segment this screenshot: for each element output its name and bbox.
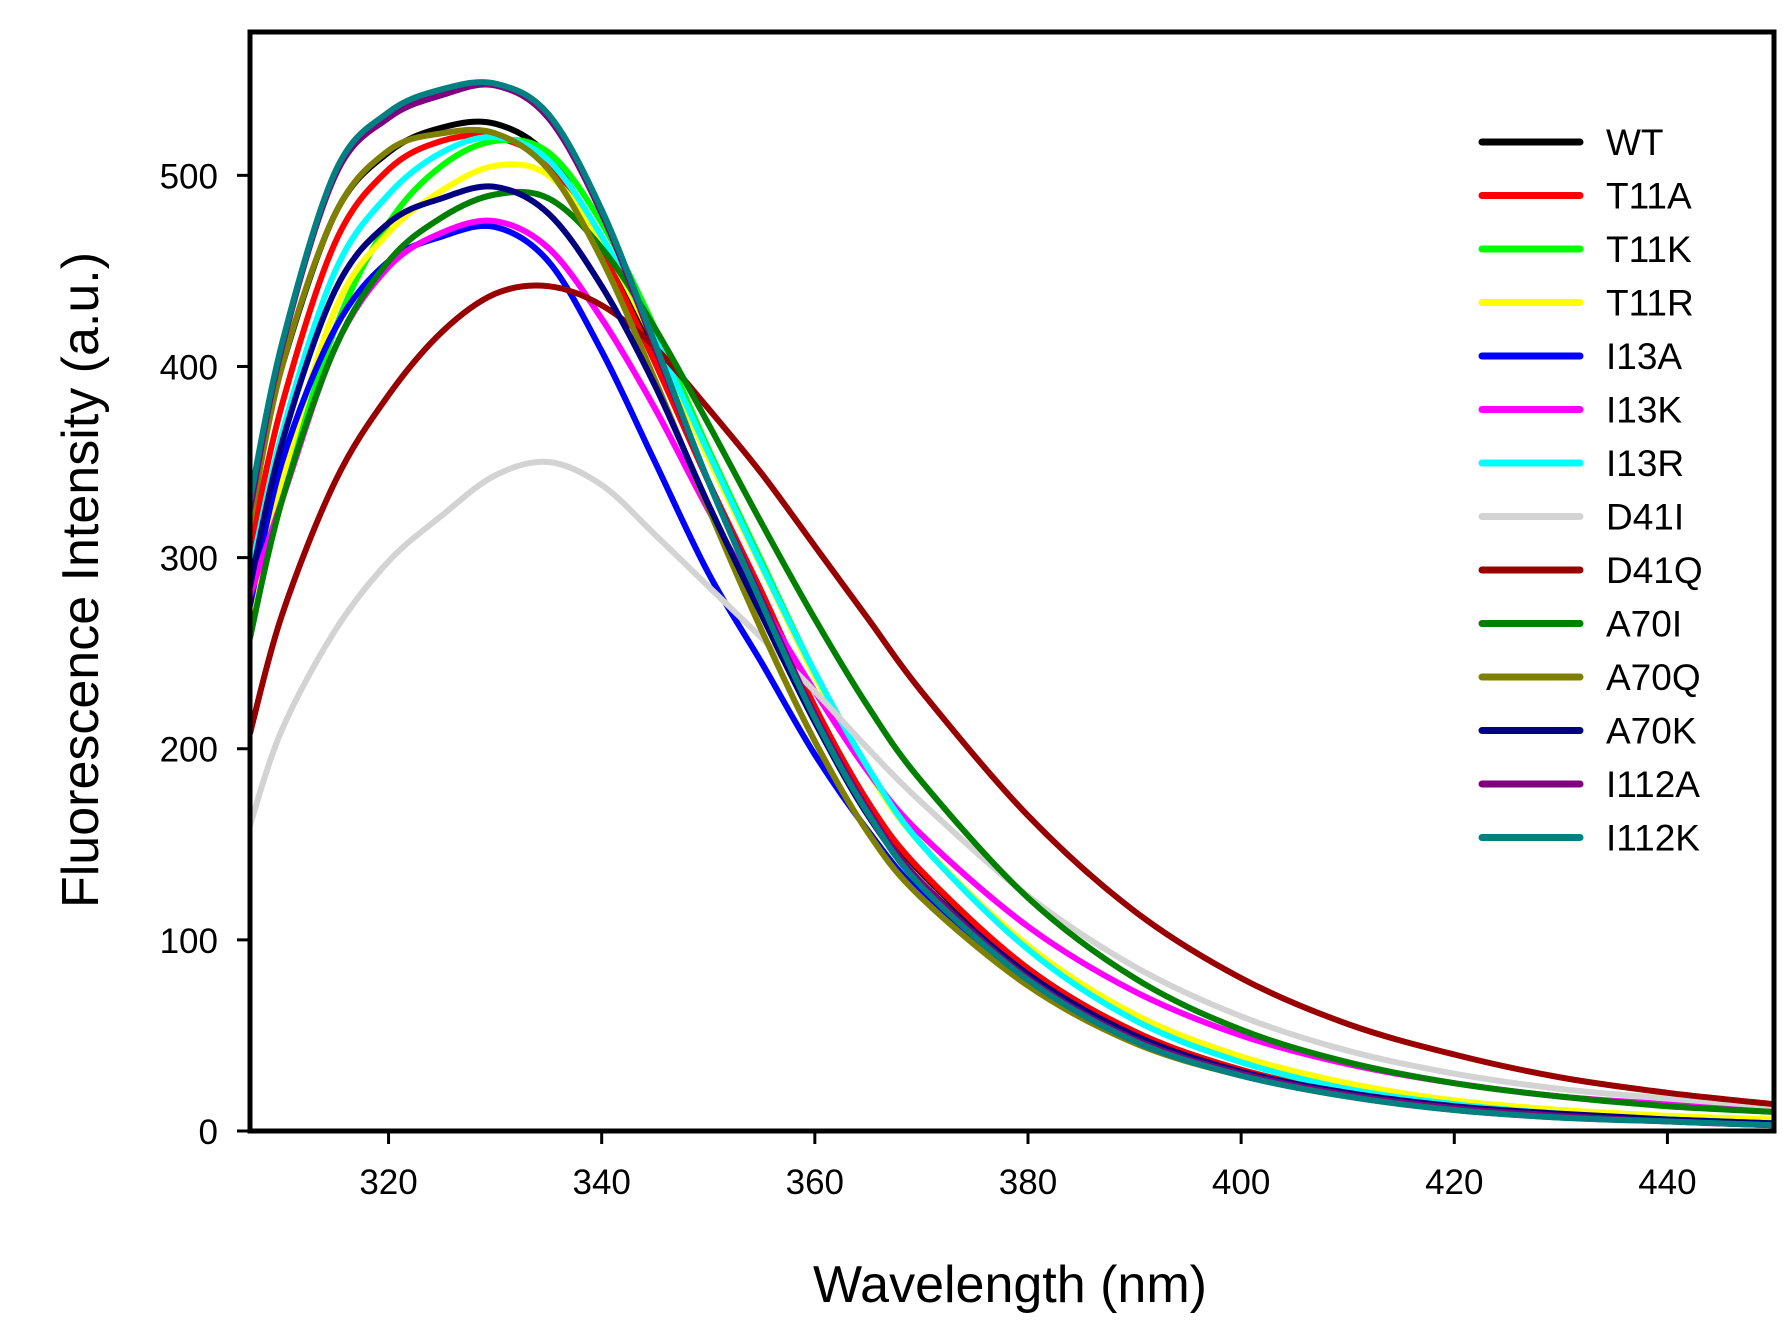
y-tick-label: 400 <box>160 348 218 387</box>
x-axis-title: Wavelength (nm) <box>813 1256 1207 1314</box>
legend-label-t11k: T11K <box>1606 229 1692 270</box>
y-axis-ticks: 0 100 200 300 400 500 <box>160 157 250 1152</box>
series-line-d41q <box>250 282 1774 1108</box>
x-tick-label: 380 <box>999 1163 1057 1202</box>
series-line-i112k <box>250 79 1774 1129</box>
y-tick-label: 0 <box>199 1113 218 1152</box>
legend-label-wt: WT <box>1606 122 1664 163</box>
legend-label-a70k: A70K <box>1606 711 1697 752</box>
x-tick-label: 400 <box>1212 1163 1270 1202</box>
legend-label-a70q: A70Q <box>1606 657 1701 698</box>
series-line-d41i <box>250 458 1774 1110</box>
x-tick-label: 420 <box>1425 1163 1483 1202</box>
series-layer <box>250 79 1774 1129</box>
plot-frame <box>247 29 1777 1134</box>
legend-label-t11a: T11A <box>1606 176 1692 217</box>
y-axis-title: Fluorescence Intensity (a.u.) <box>52 252 110 908</box>
y-tick-label: 500 <box>160 157 218 196</box>
y-tick-label: 300 <box>160 540 218 579</box>
x-tick-label: 320 <box>359 1163 417 1202</box>
legend-label-i112k: I112K <box>1606 818 1700 859</box>
legend-label-i13k: I13K <box>1606 390 1682 431</box>
legend-label-a70i: A70I <box>1606 604 1682 645</box>
y-tick-label: 200 <box>160 731 218 770</box>
x-tick-label: 360 <box>786 1163 844 1202</box>
legend-label-d41q: D41Q <box>1606 550 1703 591</box>
legend: WT T11A T11K T11R I13A I13K I13R D41I D41Q A70I A7… <box>1478 122 1703 859</box>
legend-label-i13a: I13A <box>1606 336 1682 377</box>
x-tick-label: 440 <box>1638 1163 1696 1202</box>
legend-label-t11r: T11R <box>1606 283 1694 324</box>
legend-label-i112a: I112A <box>1606 764 1700 805</box>
y-tick-label: 100 <box>160 922 218 961</box>
x-tick-label: 340 <box>572 1163 630 1202</box>
series-line-a70i <box>250 188 1774 1115</box>
legend-label-i13r: I13R <box>1606 443 1684 484</box>
x-axis-ticks: 320 340 360 380 400 420 440 <box>359 1131 1697 1202</box>
legend-label-d41i: D41I <box>1606 497 1684 538</box>
